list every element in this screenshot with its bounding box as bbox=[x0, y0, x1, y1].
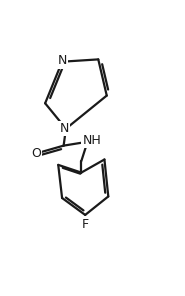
Text: N: N bbox=[57, 54, 67, 67]
Text: N: N bbox=[60, 122, 69, 135]
Text: NH: NH bbox=[83, 134, 102, 147]
Text: O: O bbox=[31, 147, 41, 160]
Text: F: F bbox=[82, 218, 89, 231]
